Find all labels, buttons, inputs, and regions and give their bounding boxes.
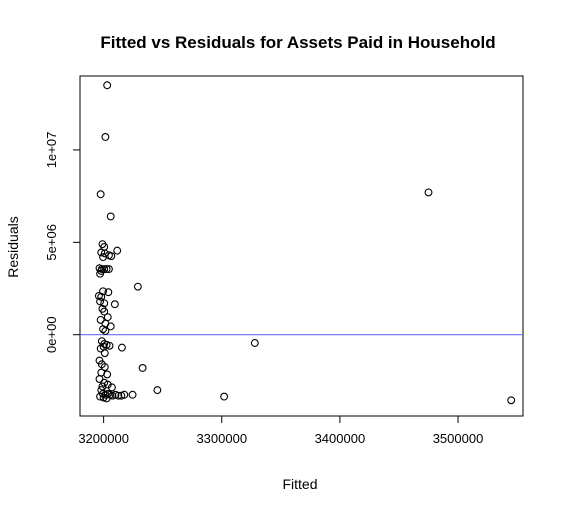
- data-point-30: [103, 313, 112, 322]
- x-tick-label-1: 3300000: [196, 431, 247, 446]
- data-point-0: [103, 81, 112, 90]
- data-point-47: [100, 363, 109, 371]
- data-point-17: [104, 265, 113, 274]
- data-point-41: [117, 343, 126, 352]
- data-point-51: [95, 375, 104, 383]
- data-point-22: [104, 288, 113, 297]
- data-point-7: [113, 246, 122, 255]
- data-point-64: [114, 391, 123, 400]
- y-tick-label-1: 5e+06: [44, 224, 59, 261]
- data-point-1: [101, 133, 110, 141]
- data-point-57: [153, 386, 162, 395]
- x-tick-label-0: 3200000: [78, 431, 129, 446]
- data-point-50: [103, 370, 112, 379]
- y-axis-label: Residuals: [5, 216, 21, 277]
- data-point-3: [106, 212, 115, 221]
- data-point-31: [96, 315, 105, 324]
- data-points: [94, 81, 516, 405]
- x-axis-label: Fitted: [282, 476, 317, 492]
- data-point-39: [105, 341, 114, 350]
- data-point-71: [220, 392, 229, 401]
- data-point-9: [100, 249, 109, 258]
- data-point-42: [96, 344, 105, 353]
- data-point-24: [97, 292, 106, 301]
- data-point-21: [99, 287, 107, 296]
- data-point-25: [96, 297, 105, 306]
- data-point-12: [99, 253, 107, 262]
- data-point-66: [120, 390, 129, 399]
- data-point-67: [128, 390, 137, 399]
- y-tick-label-0: 0e+00: [44, 316, 59, 353]
- y-axis: 0e+00 5e+06 1e+07: [44, 132, 81, 353]
- data-point-16: [102, 265, 111, 274]
- x-tick-label-3: 3500000: [433, 431, 484, 446]
- data-point-72: [507, 396, 516, 405]
- x-axis: 3200000 3300000 3400000 3500000: [78, 415, 484, 446]
- plot-frame: [79, 75, 524, 417]
- data-point-26: [100, 299, 109, 308]
- data-point-20: [133, 282, 142, 291]
- data-point-34: [99, 325, 107, 334]
- data-point-43: [250, 339, 259, 347]
- data-point-4: [424, 188, 433, 197]
- data-point-35: [101, 327, 110, 335]
- data-point-11: [107, 252, 116, 261]
- data-point-70: [102, 394, 111, 403]
- data-point-19: [96, 269, 105, 278]
- data-point-48: [138, 364, 147, 372]
- data-point-55: [107, 383, 116, 392]
- x-tick-label-2: 3400000: [315, 431, 366, 446]
- data-point-33: [106, 322, 115, 331]
- data-point-44: [100, 349, 109, 358]
- data-point-29: [100, 307, 109, 316]
- chart-title: Fitted vs Residuals for Assets Paid in H…: [100, 33, 495, 52]
- data-point-54: [103, 380, 112, 389]
- data-point-8: [97, 248, 106, 257]
- data-point-27: [110, 300, 119, 309]
- data-point-53: [98, 382, 107, 391]
- y-tick-label-2: 1e+07: [44, 132, 59, 169]
- data-point-2: [96, 190, 105, 199]
